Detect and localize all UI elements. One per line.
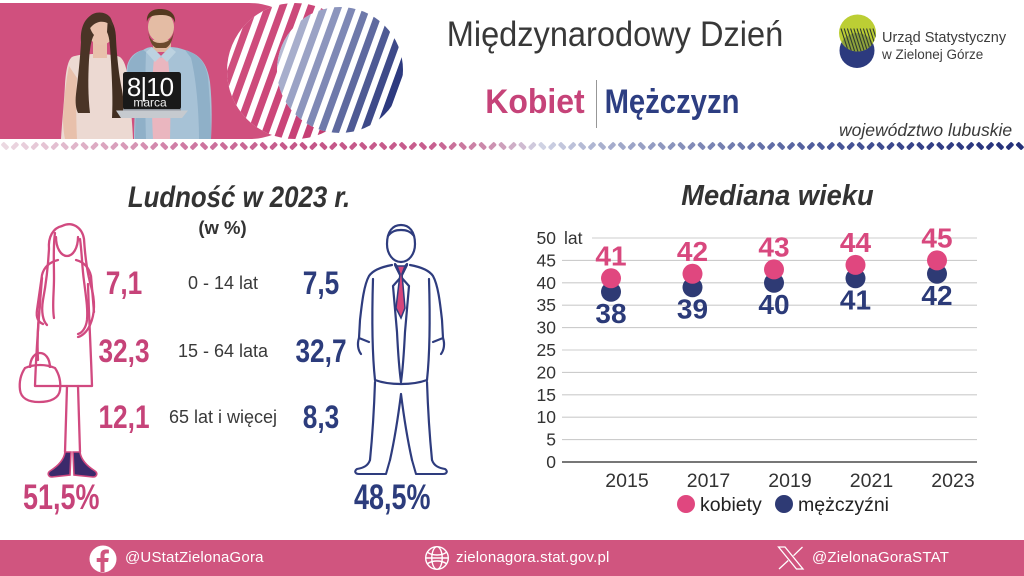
svg-text:lat: lat xyxy=(564,228,583,248)
svg-text:39: 39 xyxy=(677,293,708,324)
svg-text:marca: marca xyxy=(133,96,167,110)
svg-text:2019: 2019 xyxy=(768,470,811,492)
svg-text:0: 0 xyxy=(546,452,556,472)
svg-text:40: 40 xyxy=(537,273,557,293)
svg-text:40: 40 xyxy=(758,289,789,320)
svg-text:2021: 2021 xyxy=(850,470,893,492)
svg-text:38: 38 xyxy=(595,298,626,329)
svg-text:45: 45 xyxy=(921,222,952,253)
svg-text:42: 42 xyxy=(921,280,952,311)
svg-text:mężczyźni: mężczyźni xyxy=(798,494,889,516)
svg-text:8|10: 8|10 xyxy=(127,72,174,102)
svg-text:42: 42 xyxy=(677,236,708,267)
svg-text:25: 25 xyxy=(537,340,556,360)
svg-text:43: 43 xyxy=(758,231,789,262)
svg-text:w Zielonej Górze: w Zielonej Górze xyxy=(881,47,983,62)
svg-text:10: 10 xyxy=(537,407,557,427)
svg-text:5: 5 xyxy=(546,430,556,450)
svg-text:41: 41 xyxy=(840,284,871,315)
svg-text:kobiety: kobiety xyxy=(700,494,762,516)
svg-text:41: 41 xyxy=(595,240,626,271)
svg-text:2015: 2015 xyxy=(605,470,649,492)
svg-text:Urząd Statystyczny: Urząd Statystyczny xyxy=(882,30,1007,46)
svg-text:35: 35 xyxy=(537,295,556,315)
svg-text:50: 50 xyxy=(537,228,557,248)
svg-text:20: 20 xyxy=(537,362,557,382)
svg-text:44: 44 xyxy=(840,227,872,258)
svg-text:2023: 2023 xyxy=(931,470,974,492)
svg-text:15: 15 xyxy=(537,385,556,405)
svg-text:45: 45 xyxy=(537,250,556,270)
svg-text:2017: 2017 xyxy=(687,470,730,492)
svg-text:30: 30 xyxy=(537,318,557,338)
